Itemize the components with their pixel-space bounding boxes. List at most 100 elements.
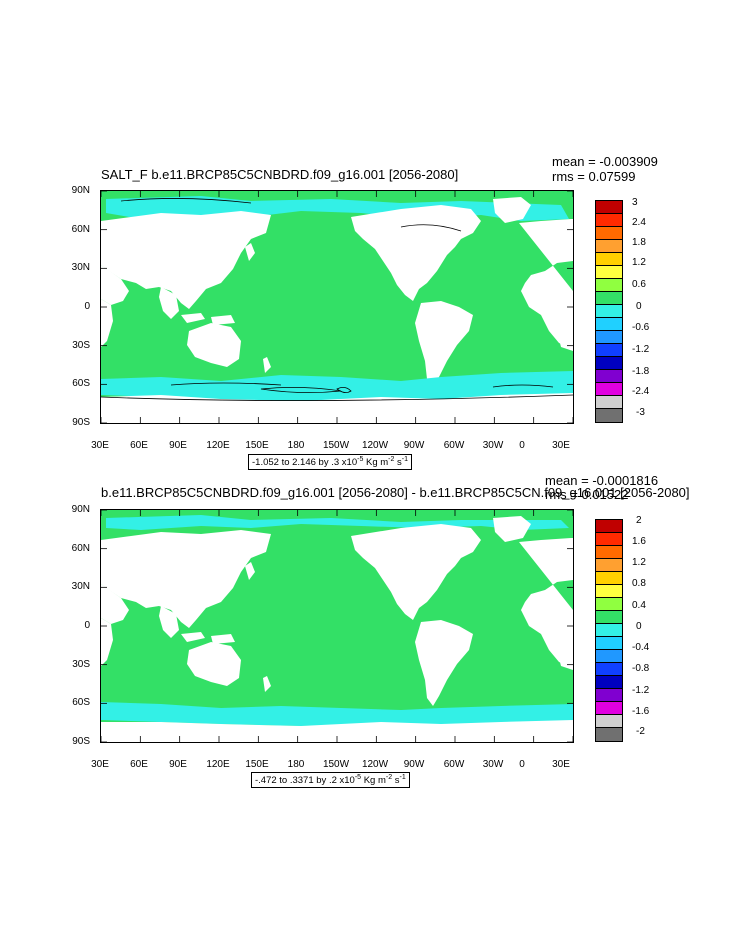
panel-1-colorbar [595,200,623,423]
colorbar-cell [596,598,622,611]
colorbar-cell [596,624,622,637]
lon-label: 30W [482,759,504,770]
lon-label: 150W [322,759,350,770]
colorbar-label: -0.4 [632,642,650,653]
panel-2-map [100,509,574,743]
lon-label: 120E [206,440,230,451]
colorbar-label: 2 [636,515,642,526]
lon-label: 30E [552,759,570,770]
colorbar-label: 1.6 [632,536,646,547]
range-units: Kg m [363,457,389,469]
panel-1-rms: rms = 0.07599 [552,169,636,184]
lon-label: 90W [403,759,425,770]
colorbar-label: 0 [636,301,642,312]
panel-1-mean: mean = -0.003909 [552,154,658,169]
colorbar-cell [596,201,622,214]
lat-label: 30N [71,581,90,592]
colorbar-label: -1.2 [632,685,650,696]
panel-2-rms: rms = 0.01522 [545,487,629,502]
colorbar-cell [596,240,622,253]
colorbar-cell [596,715,622,728]
colorbar-label: 0.6 [632,279,646,290]
colorbar-label: 0.8 [632,578,646,589]
range-text: -.472 to .3371 by .2 x10 [255,775,355,787]
lat-label: 30N [71,262,90,273]
lon-label: 60W [443,440,465,451]
lon-label: 180 [287,440,305,451]
range-exp: -5 [357,456,364,463]
colorbar-label: -1.2 [632,344,650,355]
lon-label: 30E [91,440,109,451]
colorbar-label: 1.2 [632,257,646,268]
lon-label: 0 [519,759,525,770]
range-units-exp: -2 [388,456,395,463]
lon-label: 90W [403,440,425,451]
panel-1-range-label: -1.052 to 2.146 by .3 x10-5 Kg m-2 s-1 [248,454,413,471]
colorbar-label: 1.8 [632,237,646,248]
lon-label: 60E [130,440,148,451]
range-s-exp: -1 [401,456,409,463]
panel-2-mean: mean = -0.0001816 [545,473,659,488]
panel-2-range-label: -.472 to .3371 by .2 x10-5 Kg m-2 s-1 [251,772,410,789]
lon-label: 150W [322,440,350,451]
panel-2-title: b.e11.BRCP85C5CNBDRD.f09_g16.001 [2056-2… [101,485,690,500]
colorbar-cell [596,305,622,318]
colorbar-cell [596,663,622,676]
lat-label: 30S [72,340,90,351]
colorbar-label: -1.8 [632,366,650,377]
colorbar-label: -2.4 [632,386,650,397]
colorbar-label: 3 [632,197,638,208]
range-s-exp: -1 [399,774,406,781]
lat-label: 90N [71,504,90,515]
colorbar-cell [596,292,622,305]
colorbar-cell [596,279,622,292]
lon-label: 120W [361,440,389,451]
range-text: -1.052 to 2.146 by .3 x10 [252,457,358,469]
colorbar-label: -3 [636,407,645,418]
range-s: s [394,457,402,469]
lon-label: 60W [443,759,465,770]
lon-label: 150E [245,759,269,770]
range-s: s [392,775,400,787]
colorbar-cell [596,533,622,546]
colorbar-label: -0.8 [632,663,650,674]
colorbar-cell [596,318,622,331]
colorbar-cell [596,689,622,702]
lat-label: 60N [71,224,90,235]
lat-label: 0 [84,620,90,631]
colorbar-cell [596,728,622,741]
colorbar-cell [596,253,622,266]
lon-label: 90E [169,440,187,451]
lat-label: 90S [72,417,90,428]
colorbar-cell [596,331,622,344]
colorbar-cell [596,357,622,370]
colorbar-cell [596,520,622,533]
lon-label: 90E [169,759,187,770]
colorbar-cell [596,637,622,650]
lat-label: 60S [72,697,90,708]
lon-label: 0 [519,440,525,451]
colorbar-label: 2.4 [632,217,646,228]
colorbar-label: -2 [636,726,645,737]
range-exp: -5 [354,774,362,781]
panel-1-map [100,190,574,424]
colorbar-cell [596,344,622,357]
lon-label: 120E [206,759,230,770]
colorbar-cell [596,546,622,559]
colorbar-cell [596,370,622,383]
colorbar-cell [596,702,622,715]
lon-label: 60E [130,759,148,770]
colorbar-cell [596,383,622,396]
colorbar-cell [596,676,622,689]
colorbar-label: 0.4 [632,600,646,611]
lon-label: 30E [552,440,570,451]
colorbar-cell [596,611,622,624]
lon-label: 30W [482,440,504,451]
colorbar-cell [596,266,622,279]
lat-label: 90S [72,736,90,747]
colorbar-cell [596,227,622,240]
lat-label: 0 [84,301,90,312]
lat-label: 60N [71,543,90,554]
colorbar-cell [596,650,622,663]
colorbar-cell [596,214,622,227]
